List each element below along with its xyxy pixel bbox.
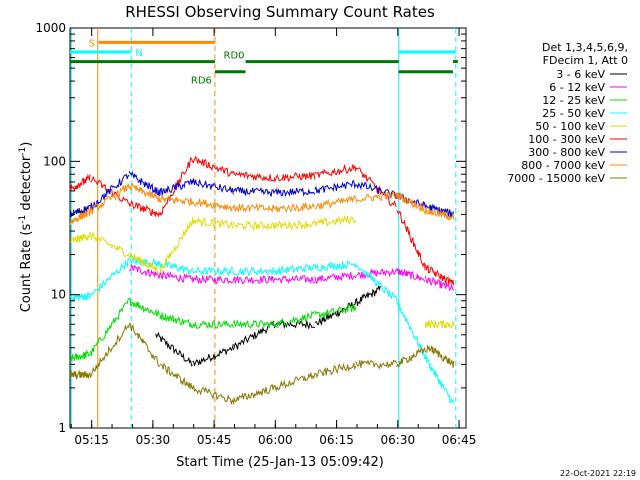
legend-label-2: 12 - 25 keV: [542, 94, 605, 107]
legend: Det 1,3,4,5,6,9,FDecim 1, Att 03 - 6 keV…: [507, 41, 628, 185]
flag-label-1: N: [135, 48, 142, 59]
y-axis-label-part1: Count Rate (s: [19, 224, 34, 313]
flag-label-3: RD6: [191, 76, 212, 87]
legend-header-1: FDecim 1, Att 0: [543, 54, 628, 67]
legend-label-5: 100 - 300 keV: [528, 133, 605, 146]
y-axis-label-part3: ): [19, 142, 34, 147]
chart-title: RHESSI Observing Summary Count Rates: [125, 3, 435, 21]
series-line-1: [128, 263, 454, 292]
y-axis-label-part2: detector: [19, 155, 34, 215]
y-tick-label-1: 10: [51, 288, 66, 302]
series-line-7: [69, 181, 455, 225]
x-tick-label-2: 05:45: [197, 433, 232, 447]
event-markers: [70, 28, 457, 428]
legend-label-8: 7000 - 15000 keV: [507, 172, 605, 185]
series-line-4: [69, 214, 455, 329]
flag-bars: S N RD0 RD6: [70, 38, 458, 87]
legend-header-0: Det 1,3,4,5,6,9,: [542, 41, 628, 54]
series-line-0: [155, 284, 381, 367]
x-tick-label-0: 05:15: [74, 433, 109, 447]
plot-frame: [69, 27, 467, 429]
y-tick-label-2: 100: [43, 154, 66, 168]
legend-label-0: 3 - 6 keV: [556, 68, 605, 81]
x-axis-label: Start Time (25-Jan-13 05:09:42): [176, 455, 384, 470]
series-line-8: [69, 322, 455, 406]
y-tick-label-3: 1000: [35, 21, 66, 35]
plot-area: [69, 27, 467, 429]
x-tick-label-4: 06:15: [319, 433, 354, 447]
series-line-3: [69, 255, 455, 404]
y-tick-label-0: 1: [58, 421, 66, 435]
legend-label-4: 50 - 100 keV: [535, 120, 605, 133]
flag-label-2: RD0: [224, 51, 245, 62]
x-tick-label-6: 06:45: [442, 433, 477, 447]
x-tick-label-5: 06:30: [381, 433, 416, 447]
series-group: [69, 155, 455, 406]
series-line-2: [69, 296, 357, 362]
footer-date: 22-Oct-2021 22:19: [560, 469, 636, 478]
flag-label-0: S: [89, 38, 95, 49]
y-axis-label-sup2: -1: [18, 147, 28, 156]
x-tick-label-1: 05:30: [136, 433, 171, 447]
legend-label-3: 25 - 50 keV: [542, 107, 605, 120]
y-axis-label: Count Rate (s-1 detector-1): [18, 142, 34, 313]
legend-label-1: 6 - 12 keV: [549, 81, 605, 94]
x-tick-label-3: 06:00: [258, 433, 293, 447]
legend-label-6: 300 - 800 keV: [528, 146, 605, 159]
axes: 05:15 05:30 05:45 06:00 06:15 06:30 06:45 1 10 10…: [35, 21, 476, 447]
legend-label-7: 800 - 7000 keV: [521, 159, 605, 172]
y-axis-label-sup1: -1: [18, 215, 28, 224]
